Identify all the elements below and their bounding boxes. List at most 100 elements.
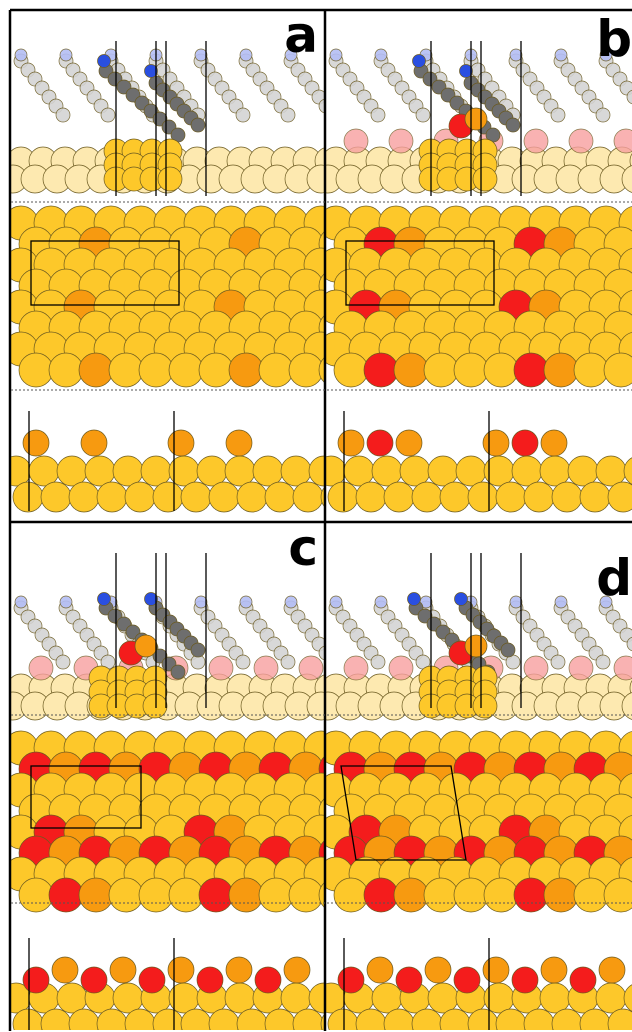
atom: [22, 429, 50, 457]
atom: [152, 481, 184, 513]
atom: [280, 982, 312, 1014]
atom: [366, 956, 394, 984]
atom: [623, 984, 632, 1012]
atom: [258, 352, 294, 388]
atom: [138, 352, 174, 388]
atom: [318, 645, 324, 661]
atom: [208, 655, 234, 681]
atom: [370, 107, 386, 123]
atom: [603, 352, 632, 388]
atom: [464, 634, 488, 658]
atom: [168, 352, 204, 388]
atom: [513, 877, 549, 913]
atom: [140, 455, 172, 487]
atom: [28, 655, 54, 681]
atom: [511, 455, 543, 487]
atom: [190, 642, 206, 658]
atom: [513, 352, 549, 388]
atom: [415, 107, 431, 123]
atom: [78, 352, 114, 388]
atom: [540, 956, 568, 984]
atom: [621, 692, 632, 720]
atom: [78, 877, 114, 913]
atom: [599, 48, 613, 62]
atom: [48, 877, 84, 913]
atom: [109, 956, 137, 984]
atom: [80, 429, 108, 457]
atom: [284, 48, 298, 62]
atom: [459, 64, 473, 78]
atom: [464, 107, 488, 131]
atom: [280, 107, 296, 123]
atom: [523, 655, 549, 681]
atom: [355, 481, 387, 513]
atom: [523, 481, 555, 513]
atom: [208, 481, 240, 513]
atom: [543, 352, 579, 388]
atom: [318, 357, 324, 383]
atom: [374, 48, 388, 62]
atom: [306, 691, 324, 721]
atom: [371, 982, 403, 1014]
atom: [383, 481, 415, 513]
atom: [607, 1008, 632, 1030]
unit-cell: [340, 765, 467, 861]
atom: [453, 352, 489, 388]
atom: [138, 877, 174, 913]
atom: [59, 48, 73, 62]
atom: [28, 455, 60, 487]
atom: [500, 642, 516, 658]
atom: [108, 877, 144, 913]
atom: [225, 956, 253, 984]
atom: [554, 595, 568, 609]
atom: [550, 654, 566, 670]
atom: [343, 455, 375, 487]
atom: [363, 352, 399, 388]
atom: [144, 64, 158, 78]
atom: [80, 966, 108, 994]
atom: [370, 654, 386, 670]
atom: [292, 481, 324, 513]
atom: [239, 595, 253, 609]
atom: [100, 107, 116, 123]
atom: [59, 595, 73, 609]
atom: [55, 107, 71, 123]
atom: [198, 877, 234, 913]
unit-cell: [30, 240, 180, 306]
atom: [472, 693, 498, 719]
atom: [112, 455, 144, 487]
structures: [11, 41, 632, 1030]
atom: [306, 164, 324, 194]
atom: [97, 54, 111, 68]
atom: [144, 592, 158, 606]
atom: [252, 455, 284, 487]
panel: [326, 41, 632, 513]
atom: [337, 966, 365, 994]
atom: [427, 982, 459, 1014]
atom: [482, 956, 510, 984]
atom: [454, 592, 468, 606]
atom: [157, 166, 183, 192]
atom: [96, 481, 128, 513]
atom: [320, 487, 324, 507]
atom: [551, 481, 583, 513]
atom: [308, 982, 324, 1014]
atom: [228, 352, 264, 388]
atom: [393, 352, 429, 388]
atom: [455, 455, 487, 487]
atom: [329, 595, 343, 609]
atom: [550, 107, 566, 123]
atom: [411, 481, 443, 513]
panel-label: c: [288, 519, 318, 577]
atom: [567, 455, 599, 487]
atom: [573, 877, 609, 913]
atom: [595, 455, 627, 487]
atom: [12, 481, 44, 513]
atom: [523, 128, 549, 154]
atom: [112, 982, 144, 1014]
atom: [167, 956, 195, 984]
atom: [333, 352, 369, 388]
atom: [97, 592, 111, 606]
atom: [554, 48, 568, 62]
